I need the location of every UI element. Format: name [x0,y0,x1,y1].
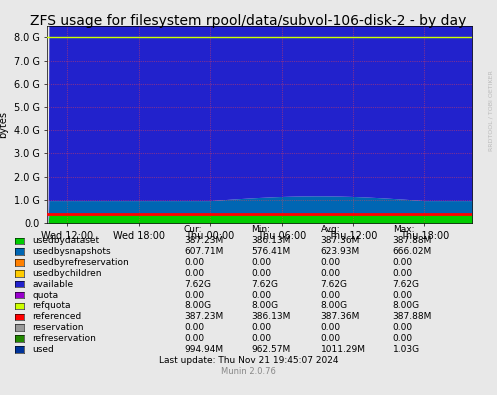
Text: refquota: refquota [32,301,71,310]
Text: referenced: referenced [32,312,82,321]
Text: reservation: reservation [32,323,84,332]
Text: used: used [32,345,54,354]
Text: 994.94M: 994.94M [184,345,223,354]
Text: 387.36M: 387.36M [321,236,360,245]
Text: available: available [32,280,74,289]
Text: usedbyrefreservation: usedbyrefreservation [32,258,129,267]
Text: 387.23M: 387.23M [184,312,223,321]
Text: 8.00G: 8.00G [251,301,278,310]
Text: 962.57M: 962.57M [251,345,290,354]
Text: 387.88M: 387.88M [393,236,432,245]
Text: 0.00: 0.00 [321,291,340,299]
Text: 386.13M: 386.13M [251,312,290,321]
Text: usedbysnapshots: usedbysnapshots [32,247,111,256]
Text: 1.03G: 1.03G [393,345,420,354]
Text: Avg:: Avg: [321,226,340,234]
Text: 0.00: 0.00 [184,291,204,299]
Text: 0.00: 0.00 [184,269,204,278]
Text: 0.00: 0.00 [393,334,413,343]
Text: Min:: Min: [251,226,270,234]
Text: 623.93M: 623.93M [321,247,360,256]
Text: 0.00: 0.00 [251,291,271,299]
Text: 1011.29M: 1011.29M [321,345,366,354]
Text: RRDTOOL / TOBI OETIKER: RRDTOOL / TOBI OETIKER [489,70,494,151]
Text: 0.00: 0.00 [321,269,340,278]
Text: 8.00G: 8.00G [393,301,420,310]
Text: 8.00G: 8.00G [184,301,211,310]
Text: 0.00: 0.00 [251,334,271,343]
Text: ZFS usage for filesystem rpool/data/subvol-106-disk-2 - by day: ZFS usage for filesystem rpool/data/subv… [30,14,467,28]
Text: 7.62G: 7.62G [251,280,278,289]
Text: 0.00: 0.00 [184,334,204,343]
Text: 7.62G: 7.62G [184,280,211,289]
Text: 0.00: 0.00 [321,323,340,332]
Text: 0.00: 0.00 [251,269,271,278]
Text: 387.23M: 387.23M [184,236,223,245]
Text: 0.00: 0.00 [393,323,413,332]
Text: usedbychildren: usedbychildren [32,269,102,278]
Text: 0.00: 0.00 [321,258,340,267]
Text: 0.00: 0.00 [184,323,204,332]
Text: 0.00: 0.00 [393,269,413,278]
Text: refreservation: refreservation [32,334,96,343]
Text: 7.62G: 7.62G [393,280,419,289]
Text: 0.00: 0.00 [251,258,271,267]
Text: 0.00: 0.00 [184,258,204,267]
Y-axis label: bytes: bytes [0,111,8,138]
Text: 576.41M: 576.41M [251,247,290,256]
Text: 0.00: 0.00 [393,291,413,299]
Text: Last update: Thu Nov 21 19:45:07 2024: Last update: Thu Nov 21 19:45:07 2024 [159,356,338,365]
Text: Max:: Max: [393,226,414,234]
Text: 0.00: 0.00 [251,323,271,332]
Text: 0.00: 0.00 [393,258,413,267]
Text: 0.00: 0.00 [321,334,340,343]
Text: 7.62G: 7.62G [321,280,347,289]
Text: quota: quota [32,291,59,299]
Text: Cur:: Cur: [184,226,202,234]
Text: 387.36M: 387.36M [321,312,360,321]
Text: 607.71M: 607.71M [184,247,223,256]
Text: 386.13M: 386.13M [251,236,290,245]
Text: 8.00G: 8.00G [321,301,348,310]
Text: Munin 2.0.76: Munin 2.0.76 [221,367,276,376]
Text: 387.88M: 387.88M [393,312,432,321]
Text: usedbydataset: usedbydataset [32,236,99,245]
Text: 666.02M: 666.02M [393,247,432,256]
